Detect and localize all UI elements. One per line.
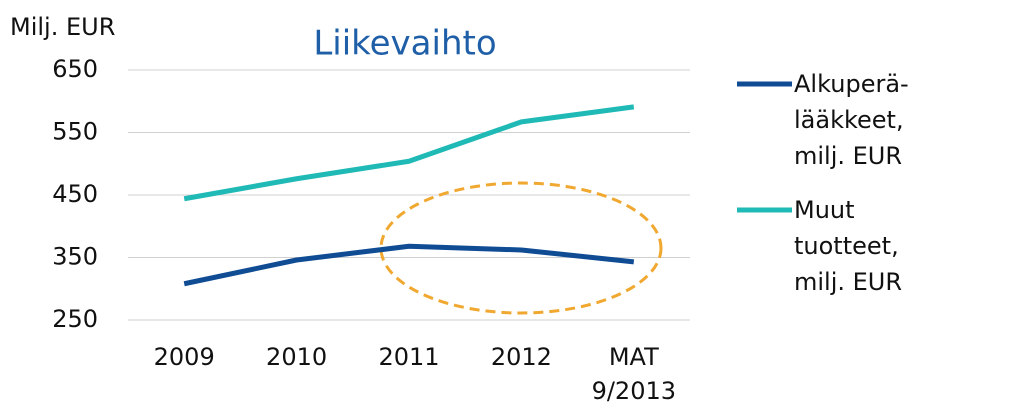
x-tick-label: 2009 [153,343,215,371]
legend-label: Muut tuotteet, milj. EUR [794,196,903,296]
y-tick-label: 650 [52,55,98,83]
chart-title: Liikevaihto [313,24,496,64]
y-tick-label: 550 [52,118,98,146]
y-tick-label: 350 [52,243,98,271]
y-tick-label: 250 [52,305,98,333]
x-tick-label: 2010 [266,343,328,371]
y-axis-label: Milj. EUR [10,13,115,41]
legend-label: Alkuperä-lääkkeet, milj. EUR [794,70,909,170]
x-tick-label: 2011 [378,343,440,371]
x-tick-label: MAT 9/2013 [591,343,677,405]
series-line [183,104,635,202]
y-tick-label: 450 [52,180,98,208]
series-line [183,243,635,287]
highlight-ellipse [379,181,663,315]
x-tick-label: 2012 [490,343,552,371]
